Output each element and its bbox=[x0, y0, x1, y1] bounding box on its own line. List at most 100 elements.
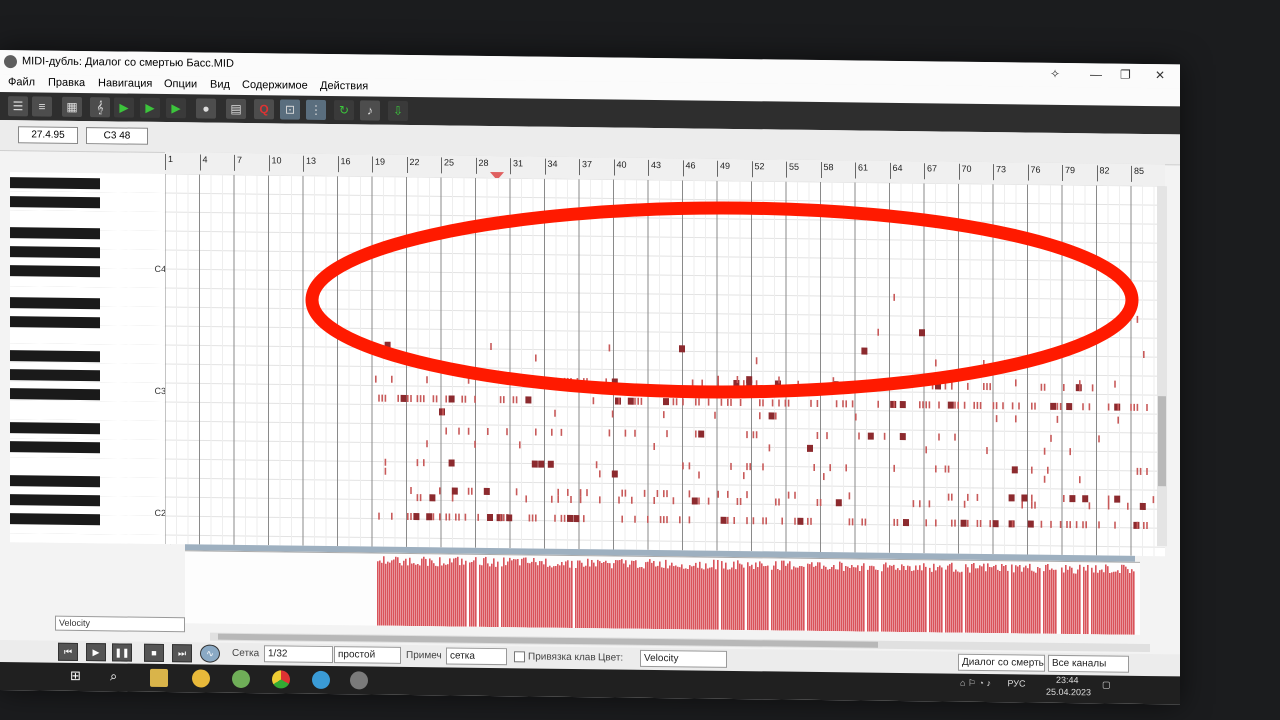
file-explorer-icon[interactable] bbox=[150, 668, 168, 688]
loop-icon[interactable]: ↻ bbox=[334, 100, 354, 121]
play-from-start-icon[interactable]: ▶ bbox=[114, 97, 134, 118]
grid-mode-select[interactable]: простой bbox=[334, 646, 401, 664]
pin-icon[interactable]: ✧ bbox=[1050, 66, 1061, 81]
black-key[interactable] bbox=[10, 494, 100, 507]
grid-view-icon[interactable]: ▦ bbox=[62, 96, 82, 118]
piano-keyboard[interactable]: C4 C3 C2 bbox=[10, 172, 171, 545]
midi-note bbox=[611, 470, 618, 478]
clock-time[interactable]: 23:44 bbox=[1056, 674, 1079, 686]
close-icon[interactable]: ✕ bbox=[1155, 68, 1166, 83]
play-here-icon[interactable]: ▶ bbox=[166, 98, 186, 119]
black-key[interactable] bbox=[10, 196, 100, 209]
note-grid-svg[interactable] bbox=[165, 174, 1165, 557]
network-icon[interactable]: ⌂ ⚐ ◔ ♪ bbox=[960, 677, 991, 689]
black-key[interactable] bbox=[10, 246, 100, 259]
search-icon[interactable]: ⌕ bbox=[110, 668, 118, 684]
language-indicator[interactable]: РУС bbox=[1007, 678, 1026, 689]
tracks-view-icon[interactable]: ☰ bbox=[8, 96, 28, 117]
midi-note bbox=[835, 499, 842, 507]
metronome-icon[interactable]: ♪ bbox=[360, 100, 380, 121]
black-key[interactable] bbox=[10, 316, 100, 329]
color-select[interactable]: Velocity bbox=[640, 649, 727, 668]
midi-note bbox=[554, 514, 556, 522]
clock-date[interactable]: 25.04.2023 bbox=[1046, 686, 1092, 698]
keybind-checkbox[interactable] bbox=[514, 651, 525, 663]
forward-icon[interactable]: ⏭ bbox=[172, 644, 192, 663]
velocity-bar bbox=[613, 563, 615, 629]
velocity-pane[interactable] bbox=[185, 550, 1140, 635]
velocity-bar bbox=[979, 565, 981, 633]
menu-edit[interactable]: Правка bbox=[48, 76, 86, 90]
grid-select[interactable]: 1/32 bbox=[264, 645, 333, 664]
velocity-bar bbox=[511, 560, 513, 628]
ruler-mark: 49 bbox=[717, 160, 731, 177]
velocity-bar bbox=[615, 559, 617, 629]
velocity-bar bbox=[379, 560, 381, 626]
ruler-mark: 76 bbox=[1027, 164, 1041, 181]
velocity-bar bbox=[557, 564, 559, 628]
snap-select[interactable]: сетка bbox=[446, 647, 507, 666]
export-icon[interactable]: ⇩ bbox=[388, 100, 408, 121]
rewind-icon[interactable]: ⏮ bbox=[58, 642, 78, 661]
menu-options[interactable]: Опции bbox=[164, 78, 198, 91]
black-key[interactable] bbox=[10, 265, 100, 278]
menu-navigation[interactable]: Навигация bbox=[98, 77, 153, 90]
midi-note bbox=[730, 398, 732, 406]
midi-note bbox=[605, 378, 607, 386]
midi-note bbox=[1114, 380, 1116, 388]
black-key[interactable] bbox=[10, 177, 100, 190]
midi-note bbox=[448, 513, 451, 521]
wave-icon[interactable]: ∿ bbox=[200, 644, 220, 663]
menu-actions[interactable]: Действия bbox=[320, 79, 369, 93]
notifications-icon[interactable]: ▢ bbox=[1102, 679, 1111, 690]
snap-mode-icon[interactable]: ⊡ bbox=[280, 99, 300, 120]
score-view-icon[interactable]: 𝄞 bbox=[90, 97, 110, 118]
velocity-controller-select[interactable]: Velocity bbox=[55, 615, 185, 633]
start-icon[interactable]: ⊞ bbox=[70, 667, 81, 683]
record-icon[interactable]: ● bbox=[196, 98, 216, 119]
black-key[interactable] bbox=[10, 350, 100, 363]
play-icon[interactable]: ▶ bbox=[86, 643, 106, 662]
stop-icon[interactable]: ■ bbox=[144, 643, 164, 663]
black-key[interactable] bbox=[10, 441, 100, 454]
telegram-icon[interactable] bbox=[312, 670, 330, 690]
channel-select[interactable]: Все каналы bbox=[1048, 654, 1129, 673]
velocity-bar bbox=[427, 565, 429, 627]
menu-content[interactable]: Содержимое bbox=[242, 78, 308, 92]
chrome-icon[interactable] bbox=[272, 670, 290, 689]
black-key[interactable] bbox=[10, 227, 100, 240]
midi-app-icon[interactable] bbox=[350, 671, 368, 690]
menu-view[interactable]: Вид bbox=[210, 78, 230, 91]
velocity-bar bbox=[963, 572, 965, 633]
maximize-icon[interactable]: ❐ bbox=[1120, 67, 1131, 82]
mixer-icon[interactable]: ▤ bbox=[226, 98, 246, 120]
black-key[interactable] bbox=[10, 388, 100, 401]
yandex-icon[interactable] bbox=[192, 669, 210, 688]
midi-note bbox=[627, 397, 634, 405]
midi-note bbox=[954, 433, 956, 441]
black-key[interactable] bbox=[10, 369, 100, 382]
vertical-scrollbar[interactable] bbox=[1157, 186, 1167, 547]
list-view-icon[interactable]: ≡ bbox=[32, 96, 52, 117]
play-selection-icon[interactable]: ▶ bbox=[140, 97, 160, 118]
menu-file[interactable]: Файл bbox=[8, 76, 36, 89]
black-key[interactable] bbox=[10, 422, 100, 435]
velocity-bar bbox=[709, 567, 711, 630]
midi-note bbox=[1043, 447, 1046, 455]
minimize-icon[interactable]: — bbox=[1090, 67, 1102, 82]
midi-note bbox=[1082, 403, 1084, 411]
pause-icon[interactable]: ❚❚ bbox=[112, 643, 132, 662]
white-key[interactable] bbox=[10, 533, 170, 545]
black-key[interactable] bbox=[10, 475, 100, 488]
midi-note bbox=[1114, 521, 1116, 529]
velocity-bars-svg[interactable] bbox=[185, 551, 1140, 635]
app-icon[interactable] bbox=[232, 669, 250, 689]
black-key[interactable] bbox=[10, 297, 100, 310]
piano-roll-grid[interactable] bbox=[165, 174, 1165, 557]
black-key[interactable] bbox=[10, 513, 100, 526]
quantize-icon[interactable]: Q bbox=[254, 99, 274, 120]
track-select[interactable]: Диалог со смерть bbox=[958, 653, 1045, 672]
vertical-scroll-thumb[interactable] bbox=[1158, 396, 1166, 487]
velocity-bar bbox=[425, 558, 427, 627]
grid-toggle-icon[interactable]: ⋮ bbox=[306, 99, 326, 120]
